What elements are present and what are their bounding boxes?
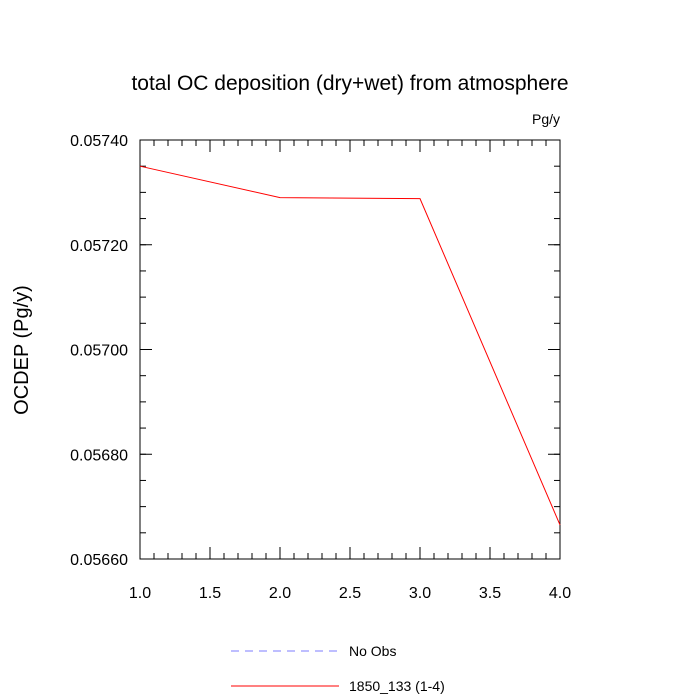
x-tick-label: 2.0 [269,585,291,602]
y-tick-label: 0.05680 [70,447,128,464]
x-tick-label: 1.5 [199,585,221,602]
x-tick-label: 4.0 [549,585,571,602]
y-tick-label: 0.05660 [70,552,128,569]
x-tick-label: 1.0 [129,585,151,602]
series-line [139,165,561,526]
y-tick-label: 0.05720 [70,238,128,255]
legend: No Obs 1850_133 (1-4) [231,643,445,694]
chart-title: total OC deposition (dry+wet) from atmos… [131,72,568,95]
x-tick-label: 3.5 [479,585,501,602]
plot-frame [139,139,561,560]
units-label: Pg/y [532,111,560,127]
x-tick-label: 3.0 [409,585,431,602]
series-layer [139,165,561,526]
y-axis: 0.05660 0.05680 0.05700 0.05720 0.05740 [70,133,560,569]
x-tick-label: 2.5 [339,585,361,602]
y-axis-label: OCDEP (Pg/y) [11,285,33,415]
y-tick-label: 0.05740 [70,133,128,150]
x-axis: 1.0 1.5 2.0 2.5 3.0 3.5 4.0 [129,140,571,602]
legend-label: No Obs [349,643,396,659]
legend-label: 1850_133 (1-4) [349,678,445,694]
y-tick-label: 0.05700 [70,343,128,360]
